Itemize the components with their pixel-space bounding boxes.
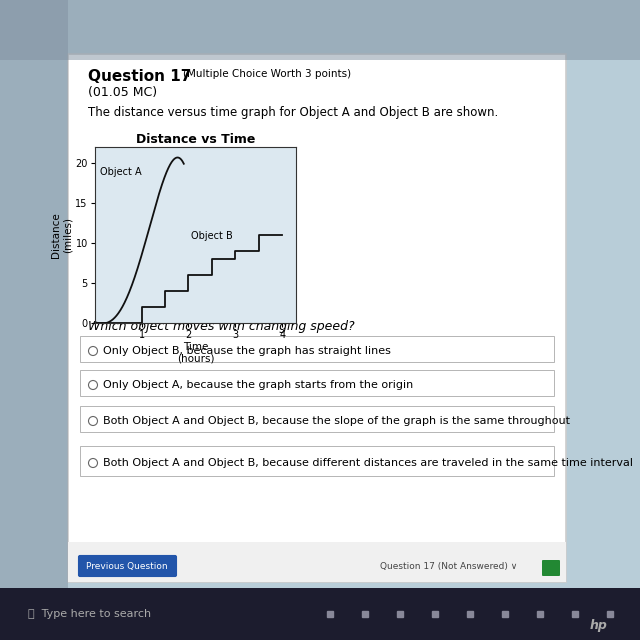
FancyBboxPatch shape (68, 54, 566, 582)
Text: Which object moves with changing speed?: Which object moves with changing speed? (88, 320, 355, 333)
Circle shape (88, 458, 97, 467)
Text: Object B: Object B (191, 231, 232, 241)
Bar (0, 588, 640, 640)
Text: Only Object A, because the graph starts from the origin: Only Object A, because the graph starts … (103, 380, 413, 390)
Text: Previous Question: Previous Question (86, 561, 168, 570)
Text: hp: hp (590, 618, 608, 632)
FancyBboxPatch shape (80, 446, 554, 476)
Circle shape (88, 346, 97, 355)
FancyBboxPatch shape (68, 542, 566, 582)
Text: Question 17: Question 17 (88, 69, 191, 84)
Text: (01.05 MC): (01.05 MC) (88, 86, 157, 99)
Text: Both Object A and Object B, because the slope of the graph is the same throughou: Both Object A and Object B, because the … (103, 416, 570, 426)
Text: The distance versus time graph for Object A and Object B are shown.: The distance versus time graph for Objec… (88, 106, 499, 119)
Circle shape (88, 381, 97, 390)
FancyBboxPatch shape (79, 556, 177, 577)
FancyBboxPatch shape (80, 406, 554, 432)
Text: Both Object A and Object B, because different distances are traveled in the same: Both Object A and Object B, because diff… (103, 458, 633, 468)
Text: Only Object B, because the graph has straight lines: Only Object B, because the graph has str… (103, 346, 391, 356)
Text: 🔍  Type here to search: 🔍 Type here to search (28, 609, 151, 619)
FancyBboxPatch shape (542, 560, 560, 576)
X-axis label: Time
(hours): Time (hours) (177, 342, 214, 363)
FancyBboxPatch shape (80, 336, 554, 362)
Circle shape (88, 417, 97, 426)
Text: (Multiple Choice Worth 3 points): (Multiple Choice Worth 3 points) (183, 69, 351, 79)
Bar (0, 0, 640, 60)
Bar (0, 0, 68, 588)
Y-axis label: Distance
(miles): Distance (miles) (51, 212, 72, 258)
Text: Question 17 (Not Answered) ∨: Question 17 (Not Answered) ∨ (380, 561, 517, 570)
Title: Distance vs Time: Distance vs Time (136, 133, 255, 146)
FancyBboxPatch shape (80, 370, 554, 396)
Text: Object A: Object A (100, 167, 142, 177)
